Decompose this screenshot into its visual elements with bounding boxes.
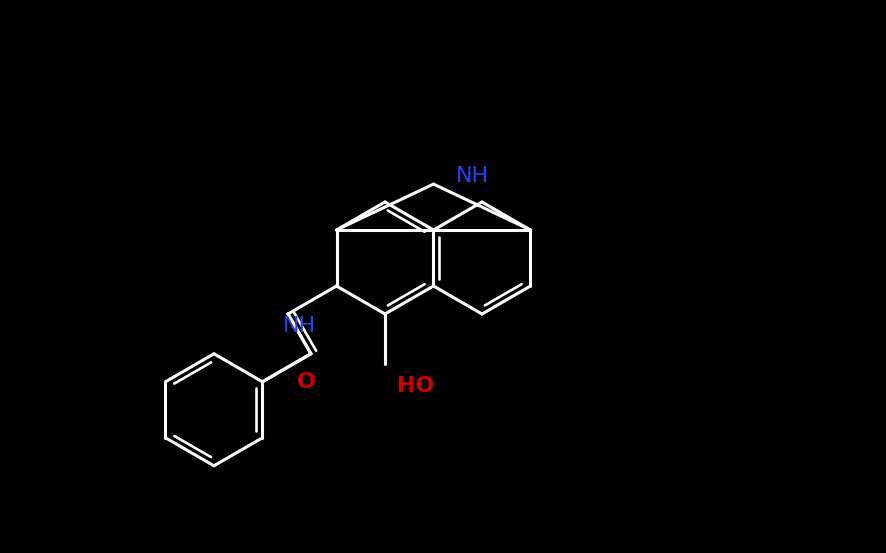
Text: O: O (296, 372, 315, 392)
Text: NH: NH (455, 166, 488, 186)
Text: NH: NH (282, 316, 315, 336)
Text: HO: HO (397, 377, 434, 397)
